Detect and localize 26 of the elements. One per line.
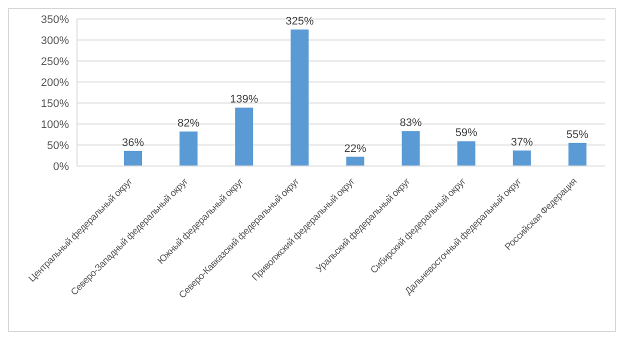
data-label: 36%: [122, 136, 144, 149]
bar: [568, 142, 586, 166]
data-label: 139%: [230, 94, 258, 106]
y-tick-label: 250%: [40, 56, 70, 68]
data-label: 37%: [510, 136, 534, 148]
data-label: 59%: [455, 127, 478, 140]
bar: [512, 150, 531, 166]
bar: [290, 30, 309, 166]
data-label: 55%: [566, 128, 589, 141]
data-label: 83%: [400, 117, 422, 130]
bar: [402, 131, 420, 166]
y-tick-label: 350%: [40, 14, 70, 26]
bar: [235, 108, 254, 166]
y-tick-label: 300%: [40, 34, 70, 47]
y-tick-label: 200%: [40, 76, 70, 89]
bar: [457, 141, 476, 166]
bar: [180, 132, 198, 166]
bar: [346, 156, 364, 166]
y-tick-label: 150%: [40, 98, 70, 110]
data-label: 22%: [344, 142, 366, 155]
y-tick-label: 50%: [46, 140, 70, 152]
y-tick-label: 100%: [40, 118, 70, 131]
data-label: 82%: [178, 118, 200, 130]
y-tick-label: 0%: [53, 160, 70, 173]
data-label: 325%: [286, 16, 314, 28]
bar: [124, 150, 142, 166]
